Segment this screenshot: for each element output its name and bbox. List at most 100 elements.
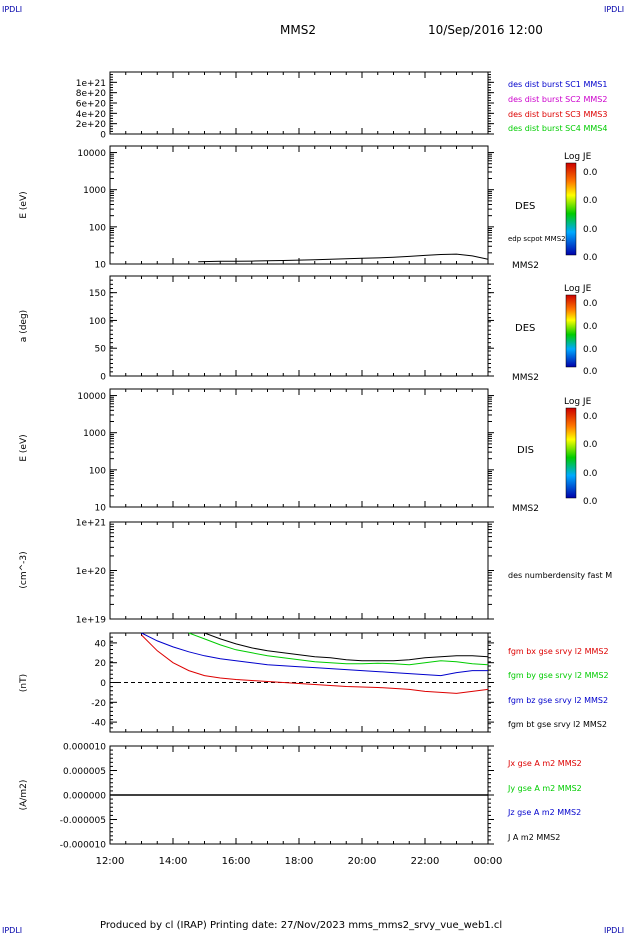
legend-fgm-bt: fgm bt gse srvy l2 MMS2 (508, 720, 607, 729)
corner-label-bottom-left: IPDLI (2, 926, 22, 934)
time-tick-label: 18:00 (285, 856, 314, 867)
y-axis-label: (cm^-3) (19, 551, 29, 588)
spacecraft-label: MMS2 (512, 261, 539, 271)
y-tick-label: 8e+20 (76, 89, 107, 99)
legend-sc1: des dist burst SC1 MMS1 (508, 80, 607, 89)
panel-frame (109, 521, 489, 620)
legend-sc2: des dist burst SC2 MMS2 (508, 95, 607, 104)
overlay-label: edp scpot MMS2 (508, 235, 566, 243)
colorbar-tick: 0.0 (583, 322, 598, 332)
legend-sc3: des dist burst SC3 MMS3 (508, 110, 607, 119)
y-tick-label: 0 (100, 373, 106, 383)
y-tick-label: -0.000005 (60, 816, 106, 826)
y-axis-ticks: 10 100 1000 10000 (77, 146, 494, 271)
fgm-series-line-0 (141, 634, 489, 694)
y-tick-label: 0.000010 (63, 743, 106, 753)
fgm-series-lines (141, 632, 489, 694)
legend-jz: Jz gse A m2 MMS2 (507, 808, 581, 817)
panel-des-energy: 10 100 1000 10000 E (eV) DES edp scpot MMS2… (19, 145, 598, 271)
y-tick-label: 0.000000 (63, 792, 106, 802)
fgm-series-line-2 (141, 632, 488, 677)
colorbar (565, 162, 577, 256)
time-tick-label: 16:00 (222, 856, 251, 867)
panel-current: -0.000010 -0.000005 0.000000 0.000005 0.0000… (19, 743, 582, 851)
instrument-label: DES (515, 201, 535, 212)
y-axis-ticks: -0.000010 -0.000005 0.000000 0.000005 0.0000… (60, 743, 494, 851)
fgm-series-line-3 (204, 632, 489, 662)
y-tick-label: 6e+20 (76, 100, 107, 110)
panel-frame (109, 71, 489, 135)
time-tick-label: 12:00 (96, 856, 125, 867)
time-tick-label: 22:00 (411, 856, 440, 867)
y-tick-label: 0 (100, 679, 106, 689)
y-tick-label: 10000 (77, 392, 106, 402)
colorbar-tick: 0.0 (583, 196, 598, 206)
colorbar-tick: 0.0 (583, 225, 598, 235)
y-axis-ticks: 1e+19 1e+20 1e+21 (76, 519, 494, 626)
panel-fgm: -40 -20 0 20 40 (nT) fgm bx gse srvy l2 MMS2… (19, 632, 609, 733)
panel-des-pitch: 0 50 100 150 a (deg) DES MMS2 Log JE 0.0 0.… (19, 275, 598, 383)
time-tick-label: 14:00 (159, 856, 188, 867)
time-tick-label: 20:00 (348, 856, 377, 867)
colorbar-title: Log JE (564, 152, 592, 162)
colorbar-tick: 0.0 (583, 412, 598, 422)
instrument-label: DES (515, 323, 535, 334)
legend-j: J A m2 MMS2 (507, 833, 560, 842)
legend-sc4: des dist burst SC4 MMS4 (508, 124, 607, 133)
datetime-title: 10/Sep/2016 12:00 (428, 23, 543, 37)
panel-dis-energy: 10 100 1000 10000 E (eV) DIS MMS2 Log JE 0.… (19, 388, 598, 514)
colorbar-tick: 0.0 (583, 253, 598, 263)
y-axis-ticks: 10 100 1000 10000 (77, 389, 494, 514)
y-axis-ticks: 0 50 100 150 (89, 275, 494, 383)
panel-frame (109, 275, 489, 377)
time-axis: 12:00 14:00 16:00 18:00 20:00 22:00 00:00 (96, 856, 503, 867)
y-axis-label: E (eV) (19, 434, 29, 461)
corner-label-top-left: IPDLI (2, 5, 22, 14)
y-tick-label: 1000 (83, 186, 106, 196)
footer-credit: Produced by cl (IRAP) Printing date: 27/… (100, 920, 502, 931)
spacecraft-label: MMS2 (512, 373, 539, 383)
y-tick-label: 50 (95, 345, 107, 355)
y-axis-label: (nT) (19, 674, 29, 692)
y-tick-label: 10 (95, 504, 107, 514)
colorbar-title: Log JE (564, 397, 592, 407)
colorbar-tick: 0.0 (583, 497, 598, 507)
y-tick-label: 1e+20 (76, 567, 107, 577)
spacecraft-label: MMS2 (512, 504, 539, 514)
y-tick-label: 40 (95, 639, 107, 649)
y-tick-label: 100 (89, 317, 106, 327)
y-tick-label: 150 (89, 289, 106, 299)
legend-jx: Jx gse A m2 MMS2 (507, 759, 582, 768)
y-tick-label: 100 (89, 223, 106, 233)
colorbar (565, 294, 577, 368)
panel-frame (109, 145, 489, 265)
legend-density: des numberdensity fast M (508, 571, 612, 580)
y-tick-label: -0.000010 (60, 841, 106, 851)
corner-label-bottom-right: IPDLI (604, 926, 624, 934)
y-tick-label: 0.000005 (63, 767, 106, 777)
y-tick-label: 4e+20 (76, 110, 107, 120)
fgm-series-line-1 (188, 632, 489, 666)
y-axis-label: E (eV) (19, 191, 29, 218)
y-axis-label: a (deg) (19, 310, 29, 342)
corner-label-top-right: IPDLI (604, 5, 624, 14)
colorbar-title: Log JE (564, 284, 592, 294)
colorbar-tick: 0.0 (583, 299, 598, 309)
spacecraft-title: MMS2 (280, 23, 316, 37)
y-tick-label: 1e+21 (76, 519, 106, 529)
y-tick-label: 1e+19 (76, 616, 107, 626)
legend-jy: Jy gse A m2 MMS2 (507, 784, 582, 793)
y-tick-label: 1e+21 (76, 79, 106, 89)
y-tick-label: 2e+20 (76, 120, 107, 130)
y-axis-label: (A/m2) (19, 780, 29, 811)
panel-density: 1e+19 1e+20 1e+21 (cm^-3) des numberdensit… (19, 519, 612, 626)
instrument-label: DIS (517, 445, 534, 456)
panel-frame (109, 388, 489, 508)
colorbar (565, 407, 577, 499)
spacecraft-potential-line (198, 253, 489, 263)
y-tick-label: -20 (91, 699, 106, 709)
colorbar-tick: 0.0 (583, 440, 598, 450)
y-tick-label: 0 (100, 131, 106, 141)
